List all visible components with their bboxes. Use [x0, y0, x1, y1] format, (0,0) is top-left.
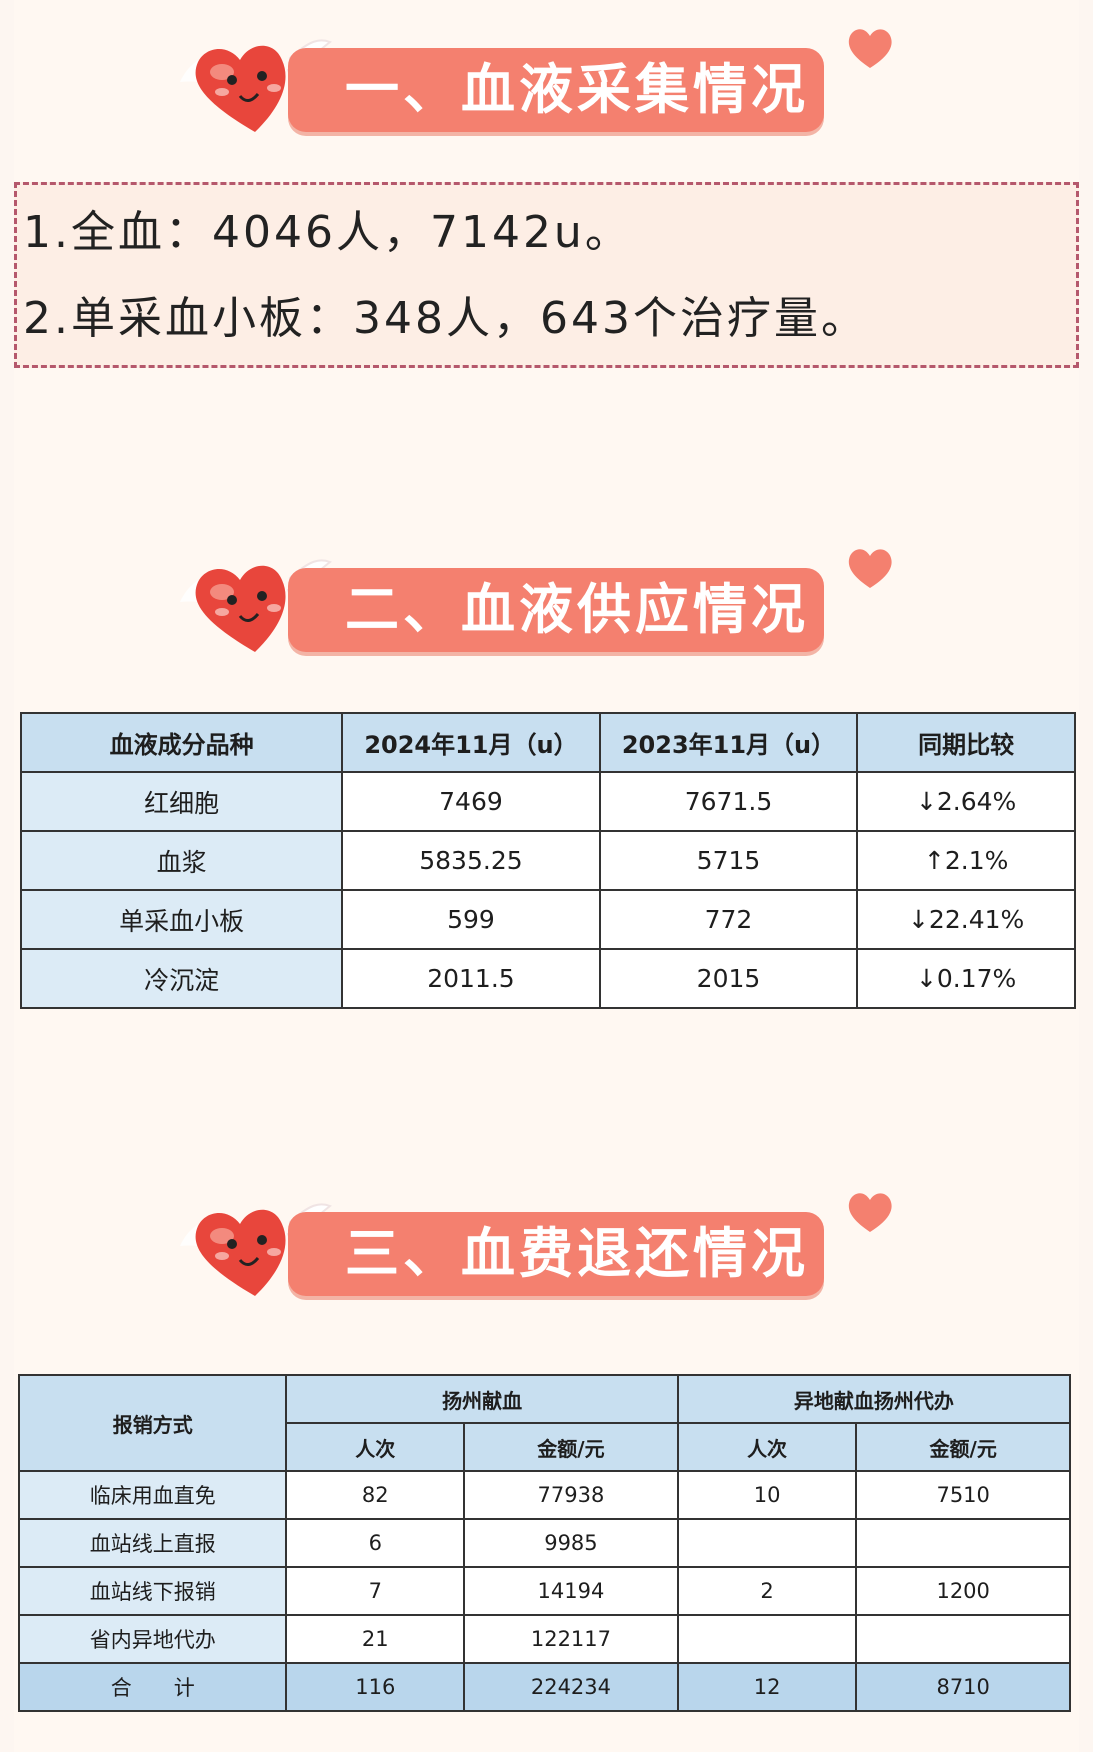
collection-line-whole-blood: 1.全血：4046人，7142u。 [23, 207, 632, 258]
supply-table: 血液成分品种 2024年11月（u） 2023年11月（u） 同期比较 红细胞 … [19, 712, 1076, 1009]
table-row: 血浆 5835.25 5715 ↑2.1% [19, 830, 1076, 891]
table-cell: 224234 [463, 1662, 679, 1712]
section-banner [288, 1212, 824, 1296]
table-cell: 合 计 [17, 1662, 288, 1712]
table-cell: 10 [676, 1470, 858, 1520]
section-header-collection: 一、血液采集情况 [0, 0, 1093, 140]
table-cell [855, 1614, 1071, 1664]
table-row: 冷沉淀 2011.5 2015 ↓0.17% [19, 948, 1076, 1009]
table-cell: ↓2.64% [856, 771, 1076, 832]
table-cell: 2 [676, 1566, 858, 1616]
table-cell: 5715 [598, 830, 859, 891]
table-row: 临床用血直免 82 77938 10 7510 [17, 1470, 1071, 1520]
table-cell: 7510 [855, 1470, 1071, 1520]
table-header-cell: 人次 [285, 1422, 466, 1472]
table-cell: 冷沉淀 [19, 948, 344, 1009]
table-cell: 单采血小板 [19, 889, 344, 950]
table-cell: 1200 [855, 1566, 1071, 1616]
table-cell: 9985 [463, 1518, 679, 1568]
table-cell [855, 1518, 1071, 1568]
table-header-cell: 人次 [676, 1422, 858, 1472]
collection-line-platelets: 2.单采血小板：348人，643个治疗量。 [23, 293, 868, 344]
table-cell [676, 1614, 858, 1664]
section-header-refund: 三、血费退还情况 [0, 1164, 1093, 1304]
table-header-cell: 2024年11月（u） [341, 712, 601, 773]
table-cell: ↓22.41% [856, 889, 1076, 950]
table-cell: 血站线上直报 [17, 1518, 288, 1568]
table-cell: 599 [341, 889, 601, 950]
table-cell: 2011.5 [341, 948, 601, 1009]
section-title: 二、血液供应情况 [345, 578, 809, 641]
small-heart-icon [848, 29, 892, 68]
table-cell: 8710 [855, 1662, 1071, 1712]
table-cell [676, 1518, 858, 1568]
table-cell: 12 [676, 1662, 858, 1712]
table-row: 红细胞 7469 7671.5 ↓2.64% [19, 771, 1076, 832]
table-row: 省内异地代办 21 122117 [17, 1614, 1071, 1664]
section-title: 一、血液采集情况 [345, 58, 809, 121]
table-cell: 省内异地代办 [17, 1614, 288, 1664]
table-cell: 122117 [463, 1614, 679, 1664]
table-header-cell: 血液成分品种 [19, 712, 344, 773]
table-cell: 772 [598, 889, 859, 950]
table-header-cell: 扬州献血 [285, 1374, 679, 1424]
table-header-row: 血液成分品种 2024年11月（u） 2023年11月（u） 同期比较 [19, 712, 1076, 773]
small-heart-icon [848, 1193, 892, 1232]
table-cell: 7469 [341, 771, 601, 832]
table-header-cell: 金额/元 [463, 1422, 679, 1472]
table-cell: 血站线下报销 [17, 1566, 288, 1616]
refund-table: 报销方式 扬州献血 异地献血扬州代办 人次 金额/元 人次 金额/元 临床用血直… [17, 1374, 1072, 1712]
table-header-cell: 报销方式 [17, 1374, 288, 1472]
table-cell: 血浆 [19, 830, 344, 891]
table-header-row: 人次 金额/元 人次 金额/元 [19, 1422, 1071, 1472]
small-heart-icon [848, 549, 892, 588]
table-cell: 77938 [463, 1470, 679, 1520]
table-header-cell: 2023年11月（u） [598, 712, 859, 773]
table-cell: ↓0.17% [856, 948, 1076, 1009]
table-header-row: 报销方式 扬州献血 异地献血扬州代办 [17, 1374, 1072, 1472]
table-cell: 21 [285, 1614, 466, 1664]
table-cell: 7 [285, 1566, 466, 1616]
table-header-cell: 同期比较 [856, 712, 1076, 773]
table-cell: 6 [285, 1518, 466, 1568]
section-title: 三、血费退还情况 [345, 1222, 809, 1285]
collection-box: 1.全血：4046人，7142u。 2.单采血小板：348人，643个治疗量。 [14, 182, 1079, 368]
table-total-row: 合 计 116 224234 12 8710 [17, 1662, 1071, 1712]
table-cell: 5835.25 [341, 830, 601, 891]
table-cell: 14194 [463, 1566, 679, 1616]
table-cell: ↑2.1% [856, 830, 1076, 891]
section-banner [288, 48, 824, 132]
table-header-cell: 异地献血扬州代办 [676, 1374, 1072, 1424]
section-header-supply: 二、血液供应情况 [0, 520, 1093, 660]
table-cell: 红细胞 [19, 771, 344, 832]
table-row: 血站线下报销 7 14194 2 1200 [17, 1566, 1071, 1616]
table-cell: 116 [285, 1662, 466, 1712]
table-cell: 82 [285, 1470, 466, 1520]
table-header-cell: 金额/元 [855, 1422, 1071, 1472]
section-banner [288, 568, 824, 652]
table-row: 血站线上直报 6 9985 [17, 1518, 1071, 1568]
table-cell: 临床用血直免 [17, 1470, 288, 1520]
table-cell: 2015 [598, 948, 859, 1009]
table-cell: 7671.5 [598, 771, 859, 832]
table-row: 单采血小板 599 772 ↓22.41% [19, 889, 1076, 950]
